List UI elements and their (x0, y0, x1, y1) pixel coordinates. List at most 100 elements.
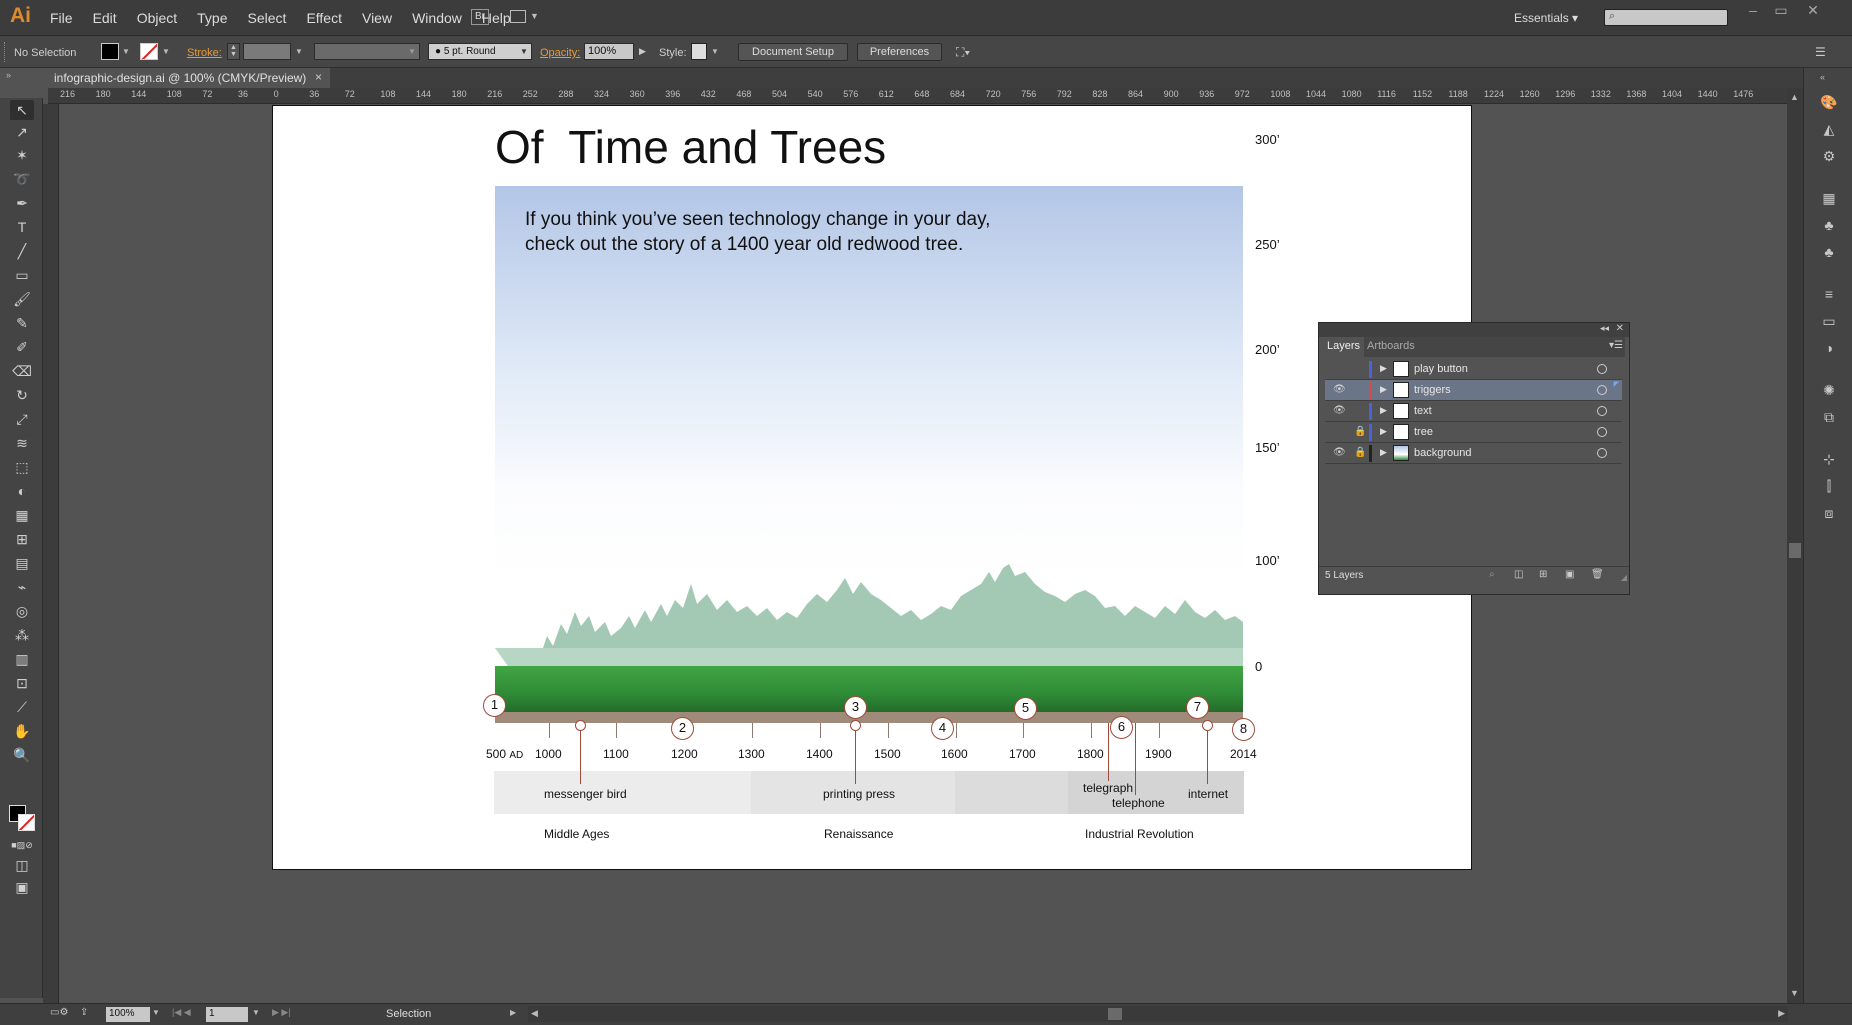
close-window-button[interactable]: ✕ (1807, 2, 1819, 18)
paintbrush-tool-icon[interactable]: 🖌 (13, 291, 31, 307)
search-field[interactable]: ⌕ (1604, 9, 1728, 26)
layer-name[interactable]: play button (1414, 363, 1468, 375)
free-transform-tool-icon[interactable]: ⬚ (15, 459, 29, 475)
panel-menu-icon[interactable]: ☰ (1815, 45, 1826, 59)
event-node[interactable] (850, 720, 861, 731)
pathfinder-icon[interactable]: ⧈ (1824, 505, 1834, 521)
document-setup-button[interactable]: Document Setup (738, 43, 848, 61)
zoom-tool-icon[interactable]: 🔍 (13, 747, 31, 763)
opacity-label[interactable]: Opacity: (540, 47, 581, 59)
marker-4[interactable]: 4 (931, 717, 954, 740)
delete-layer-icon[interactable]: 🗑 (1591, 569, 1604, 580)
stroke-color-box[interactable] (18, 814, 35, 831)
symbol-sprayer-tool-icon[interactable]: ⁂ (15, 627, 29, 643)
stroke-swatch[interactable] (140, 43, 158, 60)
draw-mode-icon[interactable]: ◫ (15, 857, 29, 873)
rectangle-tool-icon[interactable]: ▭ (15, 267, 29, 283)
color-mode-icons[interactable]: ■▨⊘ (11, 840, 33, 850)
blob-brush-tool-icon[interactable]: ✐ (16, 339, 28, 355)
symbols-icon[interactable]: ♣ (1824, 244, 1834, 260)
mesh-tool-icon[interactable]: ⊞ (16, 531, 28, 547)
chevron-down-icon[interactable]: ▼ (530, 11, 539, 21)
artboard-tool-icon[interactable]: ⊡ (16, 675, 28, 691)
opacity-field[interactable]: 100% (584, 43, 634, 60)
transparency-icon[interactable]: ◑ (1824, 340, 1834, 356)
chevron-right-icon[interactable]: ▶ (639, 46, 646, 56)
document-tab[interactable]: infographic-design.ai @ 100% (CMYK/Previ… (48, 68, 330, 88)
magic-wand-tool-icon[interactable]: ✶ (16, 147, 28, 163)
locate-object-icon[interactable]: ⌕ (1489, 569, 1495, 580)
layer-name[interactable]: triggers (1414, 384, 1451, 396)
workspace-switcher[interactable]: Essentials ▾ (1514, 11, 1579, 25)
gradient-panel-icon[interactable]: ▭ (1822, 313, 1836, 329)
scale-tool-icon[interactable]: ⤢ (16, 411, 28, 427)
collapse-panel-icon[interactable]: ◂◂ (1599, 323, 1609, 333)
layer-name[interactable]: tree (1414, 426, 1433, 438)
blend-tool-icon[interactable]: ◎ (15, 603, 29, 619)
direct-selection-tool-icon[interactable]: ↗ (16, 124, 28, 140)
brush-definition[interactable]: ● 5 pt. Round (428, 43, 532, 60)
appearance-icon[interactable]: ✺ (1823, 382, 1835, 398)
tab-artboards[interactable]: Artboards (1367, 340, 1415, 352)
make-clipping-mask-icon[interactable]: ◫ (1514, 569, 1524, 580)
close-tab-icon[interactable]: × (314, 70, 322, 84)
eyedropper-tool-icon[interactable]: ⌁ (17, 579, 27, 595)
expand-layer-icon[interactable]: ▶ (1380, 405, 1387, 415)
chevron-down-icon[interactable]: ▼ (408, 47, 416, 56)
marker-8[interactable]: 8 (1232, 718, 1255, 741)
preferences-button[interactable]: Preferences (857, 43, 942, 61)
kuler-icon[interactable]: ⚙ (1822, 148, 1836, 164)
layer-row-tree[interactable]: 🔒 ▶ tree (1325, 422, 1622, 443)
layer-row-text[interactable]: 👁 ▶ text (1325, 401, 1622, 422)
scroll-thumb[interactable] (1108, 1008, 1122, 1020)
status-menu-icon[interactable]: ▶ (510, 1008, 517, 1017)
marker-1[interactable]: 1 (483, 694, 506, 717)
type-tool-icon[interactable]: T (17, 219, 27, 235)
marker-6[interactable]: 6 (1110, 716, 1133, 739)
layers-panel-titlebar[interactable]: ◂◂ ✕ (1319, 323, 1629, 337)
minimize-button[interactable]: – (1749, 2, 1757, 18)
graphic-styles-icon[interactable]: ⧉ (1824, 409, 1834, 425)
menu-object[interactable]: Object (136, 10, 178, 26)
marker-3[interactable]: 3 (844, 696, 867, 719)
eraser-tool-icon[interactable]: ⌫ (12, 363, 32, 379)
first-artboard-icon[interactable]: |◀ ◀ (172, 1007, 191, 1017)
line-tool-icon[interactable]: ╱ (17, 243, 27, 259)
gpu-icon[interactable]: ▭⚙ (50, 1007, 69, 1018)
event-node[interactable] (1202, 720, 1213, 731)
chevron-down-icon[interactable]: ▼ (162, 47, 170, 56)
expand-layer-icon[interactable]: ▶ (1380, 447, 1387, 457)
gradient-tool-icon[interactable]: ▤ (15, 555, 29, 571)
slice-tool-icon[interactable]: ⟋ (17, 699, 27, 715)
new-layer-icon[interactable]: ▣ (1565, 569, 1575, 580)
menu-help[interactable]: Help (481, 10, 511, 26)
hand-tool-icon[interactable]: ✋ (13, 723, 31, 739)
panel-menu-icon[interactable]: ▾☰ (1609, 340, 1623, 351)
scroll-up-icon[interactable]: ▲ (1790, 92, 1799, 102)
chevron-down-icon[interactable]: ▼ (152, 1008, 160, 1017)
target-circle-icon[interactable] (1597, 448, 1607, 458)
vertical-ruler[interactable] (43, 104, 59, 1004)
scroll-right-icon[interactable]: ▶ (1778, 1008, 1785, 1018)
perspective-grid-tool-icon[interactable]: ▦ (15, 507, 29, 523)
horizontal-ruler[interactable]: 216 180 144 108 72 36 0 36 72 108 144 180 216 252 288 3… (48, 88, 1804, 104)
target-circle-icon[interactable] (1597, 385, 1607, 395)
tab-layers[interactable]: Layers (1323, 337, 1365, 357)
chevron-down-icon[interactable]: ▼ (252, 1008, 260, 1017)
menu-view[interactable]: View (361, 10, 393, 26)
arrange-icon[interactable]: ⛶▾ (956, 45, 971, 59)
color-panel-icon[interactable]: 🎨 (1820, 94, 1838, 110)
arrange-documents-icon[interactable] (510, 10, 526, 23)
next-artboard-icon[interactable]: ▶ ▶| (272, 1007, 291, 1017)
shape-builder-tool-icon[interactable]: ◐ (17, 483, 27, 499)
target-circle-icon[interactable] (1597, 427, 1607, 437)
expand-layer-icon[interactable]: ▶ (1380, 363, 1387, 373)
expand-layer-icon[interactable]: ▶ (1380, 426, 1387, 436)
pencil-tool-icon[interactable]: ✎ (16, 315, 28, 331)
stroke-panel-icon[interactable]: ≡ (1824, 286, 1834, 302)
scroll-left-icon[interactable]: ◀ (531, 1008, 538, 1018)
marker-7[interactable]: 7 (1186, 696, 1209, 719)
layer-name[interactable]: text (1414, 405, 1432, 417)
chevron-down-icon[interactable]: ▼ (295, 47, 303, 56)
scroll-down-icon[interactable]: ▼ (1790, 988, 1799, 998)
